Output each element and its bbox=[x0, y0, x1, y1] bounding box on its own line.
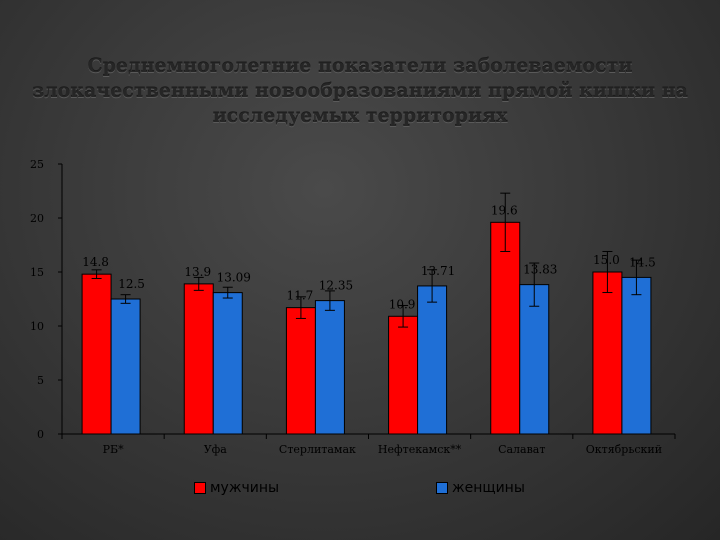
y-tick-label: 0 bbox=[37, 428, 44, 441]
bar bbox=[183, 283, 214, 435]
bar bbox=[621, 276, 652, 435]
data-label: 15.0 bbox=[593, 253, 620, 267]
y-tick-label: 10 bbox=[30, 320, 44, 333]
legend-item-women: женщины bbox=[436, 480, 525, 496]
bar bbox=[490, 221, 521, 435]
data-label: 13.71 bbox=[421, 264, 455, 278]
bar bbox=[285, 307, 316, 435]
data-label: 13.9 bbox=[184, 265, 211, 279]
x-tick-label: Октябрьский bbox=[586, 443, 662, 456]
bar bbox=[417, 285, 448, 435]
x-tick-label: Салават bbox=[498, 443, 545, 456]
legend-swatch-men bbox=[194, 482, 206, 494]
y-tick-label: 25 bbox=[30, 158, 44, 171]
bar bbox=[110, 298, 141, 435]
bar bbox=[212, 292, 243, 435]
bar bbox=[388, 315, 419, 435]
data-label: 14.8 bbox=[82, 255, 109, 269]
x-tick-label: РБ* bbox=[103, 443, 124, 456]
bar bbox=[314, 300, 345, 435]
x-tick-label: Стерлитамак bbox=[279, 443, 356, 456]
x-tick-label: Нефтекамск** bbox=[378, 443, 462, 456]
y-tick-label: 20 bbox=[30, 212, 44, 225]
legend-label-men: мужчины bbox=[210, 480, 280, 496]
legend-swatch-women bbox=[436, 482, 448, 494]
y-tick-label: 15 bbox=[30, 266, 44, 279]
data-label: 11.7 bbox=[287, 289, 314, 303]
data-label: 14.5 bbox=[629, 255, 656, 269]
bar bbox=[592, 271, 623, 435]
data-label: 10.9 bbox=[389, 297, 416, 311]
data-label: 12.5 bbox=[118, 277, 145, 291]
legend-item-men: мужчины bbox=[194, 480, 279, 496]
data-label: 19.6 bbox=[491, 203, 518, 217]
data-label: 13.09 bbox=[217, 271, 251, 285]
y-tick-label: 5 bbox=[37, 374, 44, 387]
x-tick-label: Уфа bbox=[204, 443, 228, 456]
bar bbox=[519, 284, 550, 435]
bar bbox=[81, 273, 112, 435]
data-label: 12.35 bbox=[319, 279, 353, 293]
chart-title: Среднемноголетние показатели заболеваемо… bbox=[32, 55, 688, 127]
legend-label-women: женщины bbox=[452, 480, 525, 496]
data-label: 13.83 bbox=[523, 263, 557, 277]
